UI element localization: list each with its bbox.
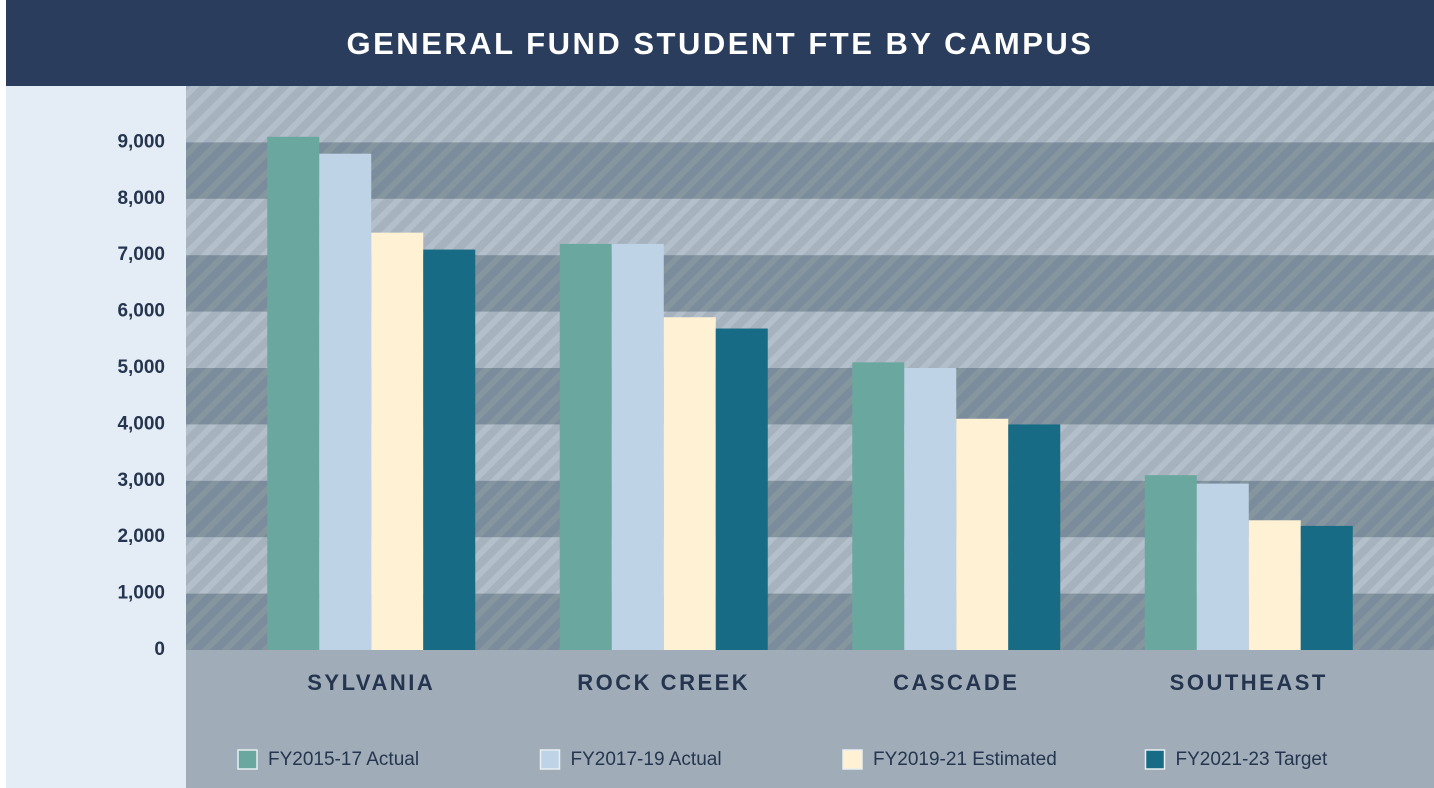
y-tick-label: 5,000: [117, 357, 165, 378]
bar: [1008, 424, 1061, 650]
x-tick-label: CASCADE: [893, 670, 1019, 695]
bar: [371, 232, 424, 650]
bar: [1300, 525, 1353, 650]
bar: [956, 418, 1009, 650]
bar: [904, 368, 957, 650]
bar: [715, 328, 768, 650]
x-tick-label: SYLVANIA: [307, 670, 435, 695]
y-tick-label: 2,000: [117, 526, 165, 547]
bar: [1196, 483, 1249, 650]
bar: [663, 317, 716, 650]
x-tick-label: ROCK CREEK: [577, 670, 750, 695]
title-bar: [6, 0, 1434, 86]
legend-swatch: [237, 749, 258, 770]
legend-swatch: [1144, 749, 1166, 770]
y-tick-label: 3,000: [117, 470, 165, 491]
y-tick-label: 7,000: [117, 244, 165, 265]
bar: [267, 136, 320, 650]
y-tick-label: 4,000: [117, 413, 165, 434]
bar: [611, 243, 664, 651]
y-tick-label: 9,000: [117, 131, 165, 152]
bar: [319, 153, 372, 650]
chart-title: GENERAL FUND STUDENT FTE BY CAMPUS: [347, 26, 1094, 61]
legend-label: FY2015-17 Actual: [268, 749, 419, 770]
bar: [559, 243, 612, 651]
y-tick-label: 0: [154, 639, 165, 660]
bar: [1248, 520, 1301, 650]
legend-label: FY2019-21 Estimated: [873, 749, 1057, 770]
y-tick-label: 8,000: [117, 188, 165, 209]
axis-panel: [6, 86, 186, 788]
legend-swatch: [539, 749, 561, 770]
legend-label: FY2017-19 Actual: [571, 749, 722, 770]
legend-swatch: [842, 749, 863, 770]
y-tick-label: 6,000: [117, 301, 165, 322]
bar: [423, 249, 476, 650]
bar: [1144, 475, 1197, 650]
grid-band: [186, 142, 1434, 199]
legend-label: FY2021-23 Target: [1176, 749, 1328, 770]
bar: [852, 362, 905, 650]
y-tick-label: 1,000: [117, 583, 165, 604]
x-tick-label: SOUTHEAST: [1170, 670, 1328, 695]
